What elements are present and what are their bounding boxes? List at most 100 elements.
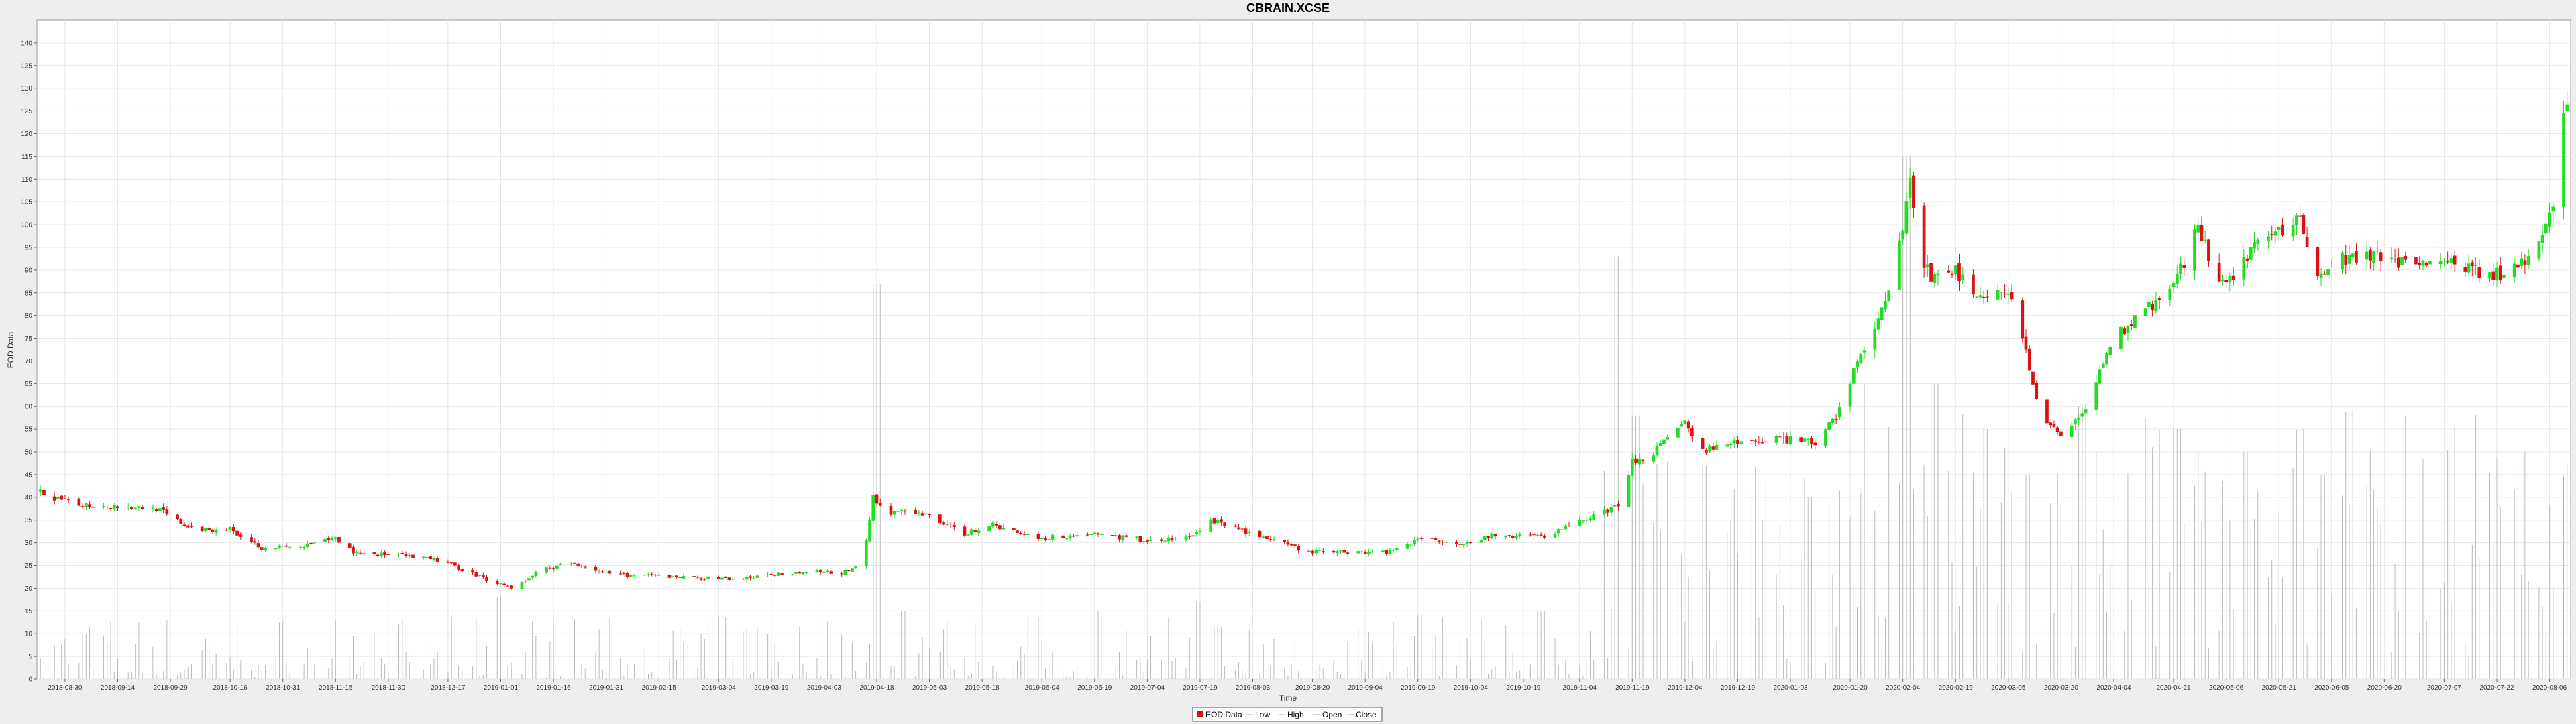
- candle-body: [2203, 239, 2207, 241]
- x-tick-label: 2019-11-04: [1563, 684, 1597, 692]
- candle-body: [1908, 177, 1912, 199]
- candle-body: [569, 563, 573, 565]
- candle-body: [1729, 444, 1733, 446]
- legend-swatch-eod: [1197, 711, 1203, 717]
- candle-body: [523, 580, 527, 582]
- x-tick-label: 2019-06-04: [1025, 684, 1060, 692]
- candle-body: [671, 576, 675, 577]
- candle-body: [2273, 231, 2277, 236]
- candle-body: [2344, 255, 2348, 265]
- y-tick-label: 140: [21, 40, 32, 47]
- candle-body: [1542, 535, 1546, 538]
- candle-body: [207, 528, 211, 530]
- y-tick-label: 35: [25, 517, 33, 524]
- candle-body: [284, 545, 288, 547]
- candle-body: [1925, 264, 1929, 267]
- candle-body: [239, 534, 243, 537]
- candle-body: [1996, 290, 2000, 300]
- candle-body: [1405, 544, 1409, 549]
- candle-body: [2295, 215, 2298, 226]
- candle-body: [1609, 507, 1613, 513]
- candle-body: [576, 563, 580, 566]
- candle-body: [1778, 436, 1782, 438]
- candle-body: [1265, 536, 1269, 540]
- candle-body: [1335, 551, 1339, 554]
- candle-body: [182, 524, 186, 526]
- candle-body: [1434, 538, 1438, 540]
- candle-body: [1061, 535, 1065, 539]
- candle-body: [801, 572, 805, 575]
- candle-body: [559, 564, 562, 565]
- candle-body: [333, 537, 337, 540]
- x-tick-label: 2019-05-18: [965, 684, 1000, 692]
- candle-body: [1191, 535, 1195, 537]
- candle-body: [1019, 532, 1023, 534]
- candle-body: [2182, 265, 2186, 268]
- candle-body: [854, 566, 857, 568]
- candle-body: [2305, 237, 2309, 247]
- candle-body: [622, 572, 626, 574]
- candle-body: [2129, 324, 2133, 326]
- candle-body: [52, 496, 56, 501]
- candle-body: [889, 505, 893, 515]
- candle-body: [1286, 542, 1290, 545]
- candle-body: [1272, 539, 1276, 540]
- candle-body: [555, 565, 559, 569]
- candle-body: [309, 542, 313, 544]
- candle-body: [1848, 383, 1852, 407]
- candle-body: [2228, 276, 2232, 282]
- candle-body: [1416, 538, 1420, 540]
- candle-body: [1736, 440, 1739, 444]
- candle-body: [1483, 536, 1487, 540]
- candle-body: [313, 542, 317, 544]
- candle-body: [1269, 539, 1273, 540]
- x-tick-label: 2019-03-04: [702, 684, 737, 692]
- candle-body: [1465, 542, 1469, 544]
- candle-body: [176, 514, 179, 520]
- candle-body: [1851, 368, 1856, 384]
- candle-body: [1529, 534, 1532, 536]
- candle-body: [347, 543, 352, 548]
- candle-body: [2045, 399, 2049, 424]
- candle-body: [1824, 429, 1827, 446]
- candle-body: [38, 489, 42, 492]
- x-tick-label: 2019-07-04: [1130, 684, 1165, 692]
- candle-body: [1680, 424, 1684, 427]
- candle-body: [1016, 530, 1019, 533]
- candle-body: [963, 526, 967, 536]
- candle-body: [699, 578, 703, 580]
- candle-body: [2396, 257, 2400, 268]
- candle-body: [2267, 236, 2270, 241]
- candle-body: [1293, 544, 1297, 546]
- candle-body: [355, 552, 359, 554]
- candle-body: [1518, 534, 1522, 536]
- candle-body: [1686, 421, 1690, 429]
- candle-body: [130, 507, 133, 509]
- candle-body: [2024, 336, 2028, 350]
- candle-body: [1592, 514, 1596, 520]
- candle-body: [1936, 273, 1940, 276]
- candle-body: [421, 556, 425, 558]
- candle-body: [274, 548, 278, 550]
- candle-body: [1683, 420, 1687, 424]
- y-tick-label: 90: [25, 267, 33, 274]
- candle-body: [2277, 227, 2281, 231]
- x-tick-label: 2018-12-17: [431, 684, 466, 692]
- candle-body: [358, 552, 362, 554]
- candle-body: [864, 540, 868, 566]
- candle-body: [165, 509, 169, 514]
- candle-body: [1096, 533, 1100, 535]
- candle-body: [2463, 267, 2467, 272]
- candle-body: [2049, 422, 2053, 426]
- candle-body: [1138, 536, 1142, 542]
- x-tick-label: 2018-09-29: [153, 684, 188, 692]
- chart-title: CBRAIN.XCSE: [1246, 1, 1330, 15]
- candle-body: [2526, 256, 2530, 266]
- candle-body: [1321, 551, 1325, 552]
- candle-body: [998, 525, 1002, 530]
- y-tick-label: 100: [21, 222, 32, 229]
- candle-body: [1806, 439, 1810, 440]
- candle-body: [917, 512, 921, 514]
- candle-body: [2446, 261, 2450, 263]
